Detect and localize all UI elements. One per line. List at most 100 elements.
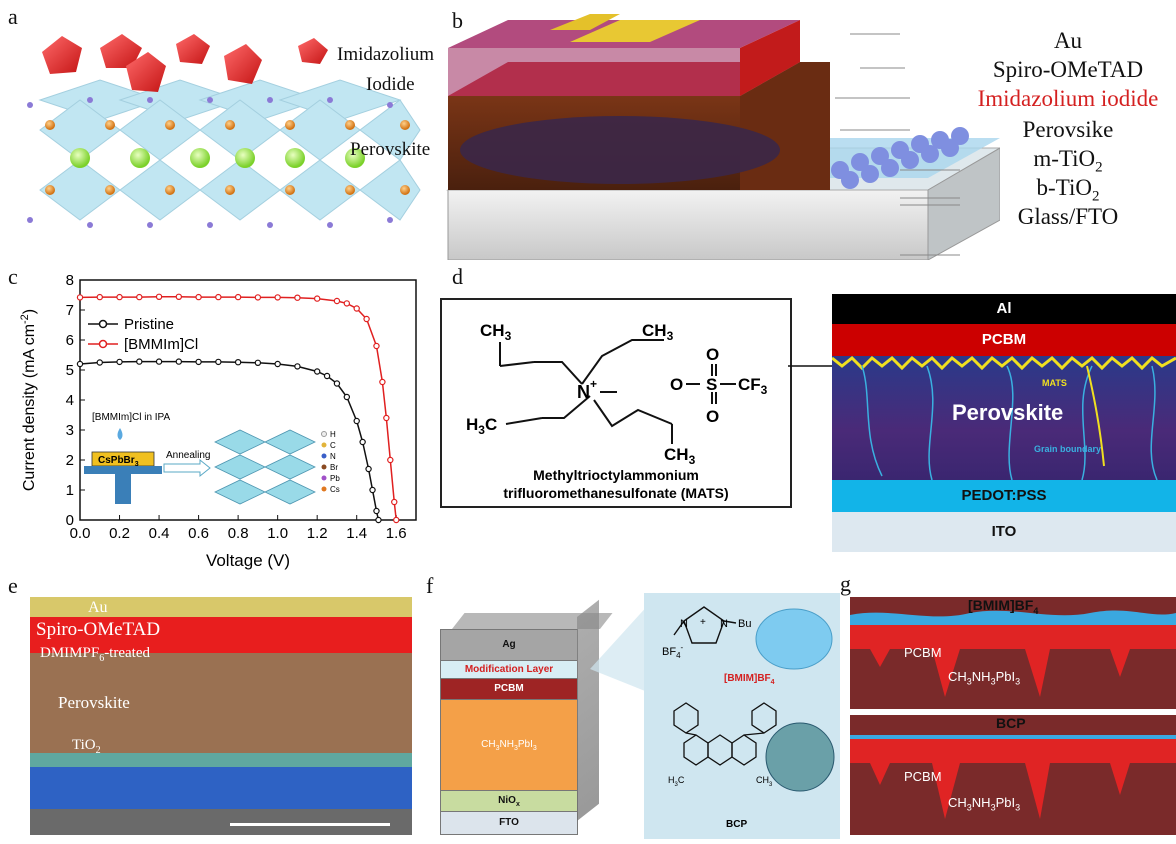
data-point-0 bbox=[313, 368, 321, 375]
droplet-image-bmim bbox=[755, 608, 833, 670]
stack-layer-niox-sub: x bbox=[515, 801, 520, 808]
bmim-interface-graphic bbox=[850, 610, 1176, 697]
sem-tio2 bbox=[30, 753, 412, 767]
bcp-interface-image: BCP PCBM CH3NH3PbI3 bbox=[850, 715, 1176, 835]
mats-structure: CH3 CH3 N+ O S O O CF3 H3C CH3 Methyltri… bbox=[466, 321, 768, 501]
g-bottom-perovskite-pbi: PbI bbox=[995, 795, 1016, 810]
h3c-bottom: H3C bbox=[466, 415, 497, 437]
bf4-anion-sub: 4 bbox=[676, 651, 681, 660]
ch3-top-right-text: CH bbox=[642, 321, 667, 340]
inset-legend-pb: Pb bbox=[330, 474, 340, 483]
sem-spiro bbox=[30, 617, 412, 653]
molecule-name-line2: trifluoromethanesulfonate (MATS) bbox=[503, 485, 728, 501]
panel-a-label: a bbox=[8, 4, 18, 29]
g-bottom-perovskite-nh: NH bbox=[971, 795, 991, 810]
data-point-1 bbox=[363, 315, 370, 323]
g-top-perovskite-pbi: PbI bbox=[995, 669, 1016, 684]
sem-tio2-text: TiO bbox=[72, 737, 96, 753]
x-tick-label: 0.2 bbox=[109, 525, 130, 542]
data-point-1 bbox=[254, 294, 262, 301]
arrow-right-icon bbox=[163, 458, 211, 478]
data-point-1 bbox=[234, 293, 242, 301]
data-point-0 bbox=[274, 360, 281, 368]
g-top-perovskite: CH3NH3PbI3 bbox=[948, 669, 1020, 687]
x-tick-label: 0.0 bbox=[70, 525, 91, 542]
data-point-0 bbox=[234, 358, 242, 366]
sem-fto bbox=[30, 767, 412, 809]
series-line-0 bbox=[79, 360, 380, 521]
x-tick-label: 1.4 bbox=[346, 525, 367, 542]
legend-pristine: Pristine bbox=[124, 316, 174, 333]
data-point-0 bbox=[116, 358, 123, 366]
sulfur: S bbox=[706, 375, 717, 394]
sem-perovskite-label: Perovskite bbox=[58, 693, 130, 712]
g-bottom-perovskite: CH3NH3PbI3 bbox=[948, 795, 1020, 813]
layer-b-tio2-text: b-TiO bbox=[1036, 175, 1092, 200]
y-axis-label-close: ) bbox=[21, 309, 38, 314]
layer-list: Au Spiro-OMeTAD Imidazolium iodide Perov… bbox=[960, 28, 1176, 233]
data-point-0 bbox=[359, 438, 366, 446]
layer-perovskite: Perovsike bbox=[1022, 117, 1114, 142]
g-bottom-perovskite-sub2: 3 bbox=[990, 802, 996, 813]
cf3: CF3 bbox=[738, 375, 768, 397]
sem-tio2-sub: 2 bbox=[95, 745, 101, 756]
inset-legend-c: C bbox=[330, 441, 336, 450]
data-point-1 bbox=[215, 293, 222, 301]
imidazolium-label: Imidazolium bbox=[337, 44, 435, 65]
stack-layer-ag-text: Ag bbox=[502, 639, 516, 650]
bcp-tag: BCP bbox=[996, 715, 1026, 731]
layer-al: Al bbox=[832, 294, 1176, 324]
inset-schematic: [BMMIm]Cl in IPA CsPbBr3 Annealing H C N… bbox=[84, 412, 340, 505]
data-point-0 bbox=[195, 358, 202, 366]
data-point-1 bbox=[76, 294, 84, 301]
bmim-bf4-label-text: [BMIM]BF bbox=[724, 673, 771, 684]
data-point-0 bbox=[294, 363, 301, 370]
data-point-1 bbox=[343, 300, 351, 307]
inset-annealing-label: Annealing bbox=[166, 450, 210, 461]
x-tick-label: 0.6 bbox=[188, 525, 209, 542]
layer-m-tio2-text: m-TiO bbox=[1033, 146, 1096, 171]
stack-layer-pcbm-text: PCBM bbox=[494, 683, 524, 694]
g-top-perovskite-ch: CH bbox=[948, 669, 967, 684]
y-tick-label: 1 bbox=[66, 482, 74, 499]
inset-legend-n: N bbox=[330, 452, 336, 461]
bmim-n-right: N bbox=[720, 618, 728, 630]
data-point-1 bbox=[393, 516, 400, 524]
data-point-0 bbox=[353, 417, 360, 425]
data-point-0 bbox=[375, 516, 382, 524]
stack-layer-absorber: CH3NH3PbI3 bbox=[440, 699, 578, 791]
data-point-1 bbox=[136, 293, 143, 301]
bmim-tag-sub: 4 bbox=[1033, 605, 1039, 616]
inset-legend-br: Br bbox=[330, 463, 338, 472]
y-tick-label: 4 bbox=[66, 392, 74, 409]
sem-tio2-label: TiO2 bbox=[72, 737, 101, 756]
panel-c: c 0 1 2 3 4 5 6 7 8 0.0 0.2 0.4 0.6 0.8 1.0 1.2 1.4 1.6 … bbox=[0, 262, 420, 580]
n-plus-text: N bbox=[577, 382, 590, 402]
y-tick-label: 6 bbox=[66, 332, 74, 349]
stack-layer-absorber-sub3: 3 bbox=[532, 745, 537, 752]
sem-cross-section: Au Spiro-OMeTAD DMIMPF6-treated Perovski… bbox=[30, 597, 412, 835]
stack-layer-niox: NiOx bbox=[440, 790, 578, 812]
bcp-h3c: H3C bbox=[668, 775, 685, 788]
scale-bar bbox=[230, 823, 390, 826]
g-bottom-perovskite-ch: CH bbox=[948, 795, 967, 810]
stack-layer-absorber-sub2: 3 bbox=[513, 745, 518, 752]
inset-substrate-text: CsPbBr bbox=[98, 455, 135, 466]
h3c-bottom-sub: 3 bbox=[478, 423, 485, 437]
layer-ito: ITO bbox=[832, 512, 1176, 552]
ch3-top-left-text: CH bbox=[480, 321, 505, 340]
panel-d: d CH3 CH3 N+ O S O O CF3 H3C bbox=[420, 262, 1176, 562]
bmim-bf4-label: [BMIM]BF4 bbox=[724, 673, 775, 686]
g-top-pcbm: PCBM bbox=[904, 645, 942, 660]
perovskite-tag: Perovskite bbox=[952, 400, 1064, 425]
data-point-1 bbox=[294, 294, 301, 301]
molecule-panel-f: N N Bu + BF4- [BMIM]BF4 H3C CH3 BCP bbox=[644, 593, 840, 839]
legend-bmmim: [BMMIm]Cl bbox=[124, 336, 198, 353]
bmim-interface-image: [BMIM]BF4 PCBM CH3NH3PbI3 bbox=[850, 597, 1176, 709]
layer-imidazolium-iodide: Imidazolium iodide bbox=[977, 86, 1159, 111]
bcp-ch3: CH3 bbox=[756, 775, 773, 788]
stack-layer-pcbm: PCBM bbox=[440, 678, 578, 700]
panel-c-label: c bbox=[8, 264, 18, 289]
ch3-top-right: CH3 bbox=[642, 321, 674, 343]
sem-spiro-label: Spiro-OMeTAD bbox=[36, 619, 161, 640]
